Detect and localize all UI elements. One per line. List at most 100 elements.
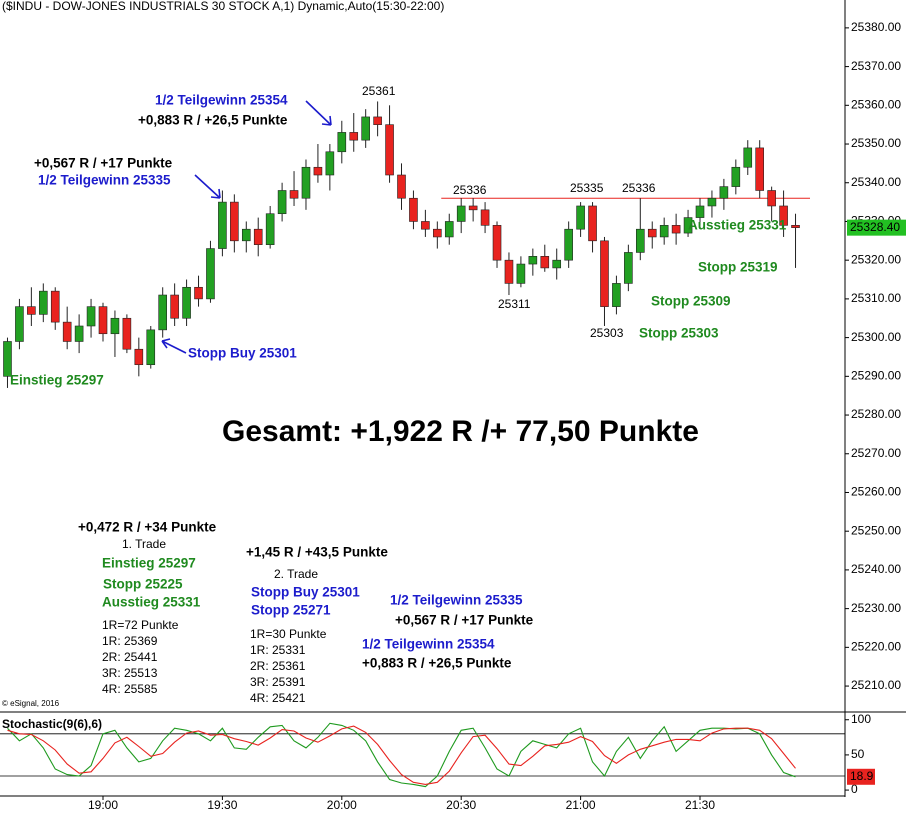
candle-body [230, 201, 239, 242]
annotation: Ausstieg 25331 [688, 218, 787, 233]
candle-body [540, 256, 550, 269]
candle-body [182, 286, 191, 319]
annotation: Einstieg 25297 [102, 556, 196, 571]
annotation: 2R: 25441 [102, 650, 158, 664]
candle-body [612, 283, 621, 307]
annotation: 2. Trade [274, 567, 318, 581]
candle-body [456, 205, 466, 222]
candle-body [779, 205, 788, 226]
candle-body [170, 294, 179, 319]
candle-body [576, 205, 585, 230]
annotation: +0,472 R / +34 Punkte [78, 520, 217, 535]
candle-body [265, 213, 275, 245]
annotation: 25361 [362, 84, 396, 98]
annotation: © eSignal, 2016 [2, 699, 60, 708]
candle-body [253, 228, 263, 245]
arrow [305, 100, 332, 126]
y-tick-label: 25300.00 [851, 330, 901, 344]
y-tick-label: 25260.00 [851, 485, 901, 499]
annotation: 1R=30 Punkte [250, 627, 327, 641]
candle-body [3, 341, 12, 377]
annotation: 3R: 25391 [250, 675, 306, 689]
annotation: 2R: 25361 [250, 659, 306, 673]
candle-body [194, 286, 203, 300]
candle-body [695, 205, 705, 218]
annotation: +1,45 R / +43,5 Punkte [246, 545, 388, 560]
candle-body [277, 190, 287, 215]
y-tick-label: 25320.00 [851, 252, 901, 266]
y-tick-label: 25210.00 [851, 678, 901, 692]
annotation: Stopp Buy 25301 [188, 346, 297, 361]
annotation: 1. Trade [122, 537, 166, 551]
candle-body [791, 225, 800, 228]
annotation: 1/2 Teilgewinn 25335 [38, 173, 171, 188]
x-tick-label: 19:00 [88, 798, 118, 812]
candle-body [659, 225, 669, 238]
annotation: 25303 [590, 326, 624, 340]
candle-body [15, 306, 24, 342]
candle-body [206, 248, 215, 300]
candle-body [409, 197, 418, 222]
annotation: Stopp Buy 25301 [251, 585, 360, 600]
candle-body [492, 225, 502, 261]
candle-body [635, 228, 645, 253]
annotation: 4R: 25585 [102, 682, 158, 696]
candle-body [433, 228, 442, 238]
candle-body [528, 256, 538, 265]
x-tick-label: 20:30 [446, 798, 476, 812]
y-tick-label: 25280.00 [851, 407, 901, 421]
candle-body [767, 190, 776, 207]
annotation: 1/2 Teilgewinn 25354 [362, 637, 495, 652]
annotation: 1R=72 Punkte [102, 618, 179, 632]
x-tick-label: 21:00 [566, 798, 596, 812]
annotation: 3R: 25513 [102, 666, 158, 680]
annotation: 1/2 Teilgewinn 25335 [390, 593, 523, 608]
x-tick-label: 20:00 [327, 798, 357, 812]
candle-body [98, 306, 108, 335]
candle-body [62, 321, 72, 342]
candle-body [158, 294, 167, 331]
candle-body [647, 228, 657, 238]
candle-body [444, 221, 454, 238]
candle-body [110, 317, 120, 335]
candle-body [361, 116, 370, 141]
annotation: 1/2 Teilgewinn 25354 [155, 93, 288, 108]
candle-body [86, 306, 96, 327]
candle-body [743, 147, 753, 168]
annotation: Stopp 25319 [698, 260, 778, 275]
annotation: 4R: 25421 [250, 691, 306, 705]
candle-body [373, 116, 382, 125]
y-tick-label: 25370.00 [851, 59, 901, 73]
candle-body [421, 221, 430, 230]
annotation: +0,567 R / +17 Punkte [34, 156, 173, 171]
candle-body [289, 190, 299, 199]
annotation: 1R: 25331 [250, 643, 306, 657]
candle-body [50, 290, 60, 323]
stochastic-line [7, 722, 796, 788]
candle-body [504, 259, 514, 284]
candle-body [122, 317, 132, 350]
candle-body [74, 325, 84, 342]
last-price-box [847, 219, 906, 236]
annotation: Einstieg 25297 [10, 373, 104, 388]
candle-body [516, 263, 526, 284]
candle-body [134, 348, 144, 366]
annotation: Stopp 25225 [103, 577, 183, 592]
candle-body [241, 228, 251, 242]
candle-body [683, 217, 693, 234]
y-tick-label: 25270.00 [851, 446, 901, 460]
annotation: +0,567 R / +17 Punkte [395, 613, 534, 628]
y-tick-label: 100 [851, 712, 871, 726]
candle-body [731, 166, 741, 187]
arrows [161, 100, 332, 354]
annotation: 25335 [570, 181, 604, 195]
annotation: Gesamt: +1,922 R /+ 77,50 Punkte [222, 415, 699, 448]
y-tick-label: 25360.00 [851, 97, 901, 111]
candle-body [385, 124, 394, 176]
y-tick-label: 25350.00 [851, 136, 901, 150]
candle-body [552, 259, 562, 269]
arrow [194, 174, 221, 199]
candle-body [146, 329, 156, 366]
